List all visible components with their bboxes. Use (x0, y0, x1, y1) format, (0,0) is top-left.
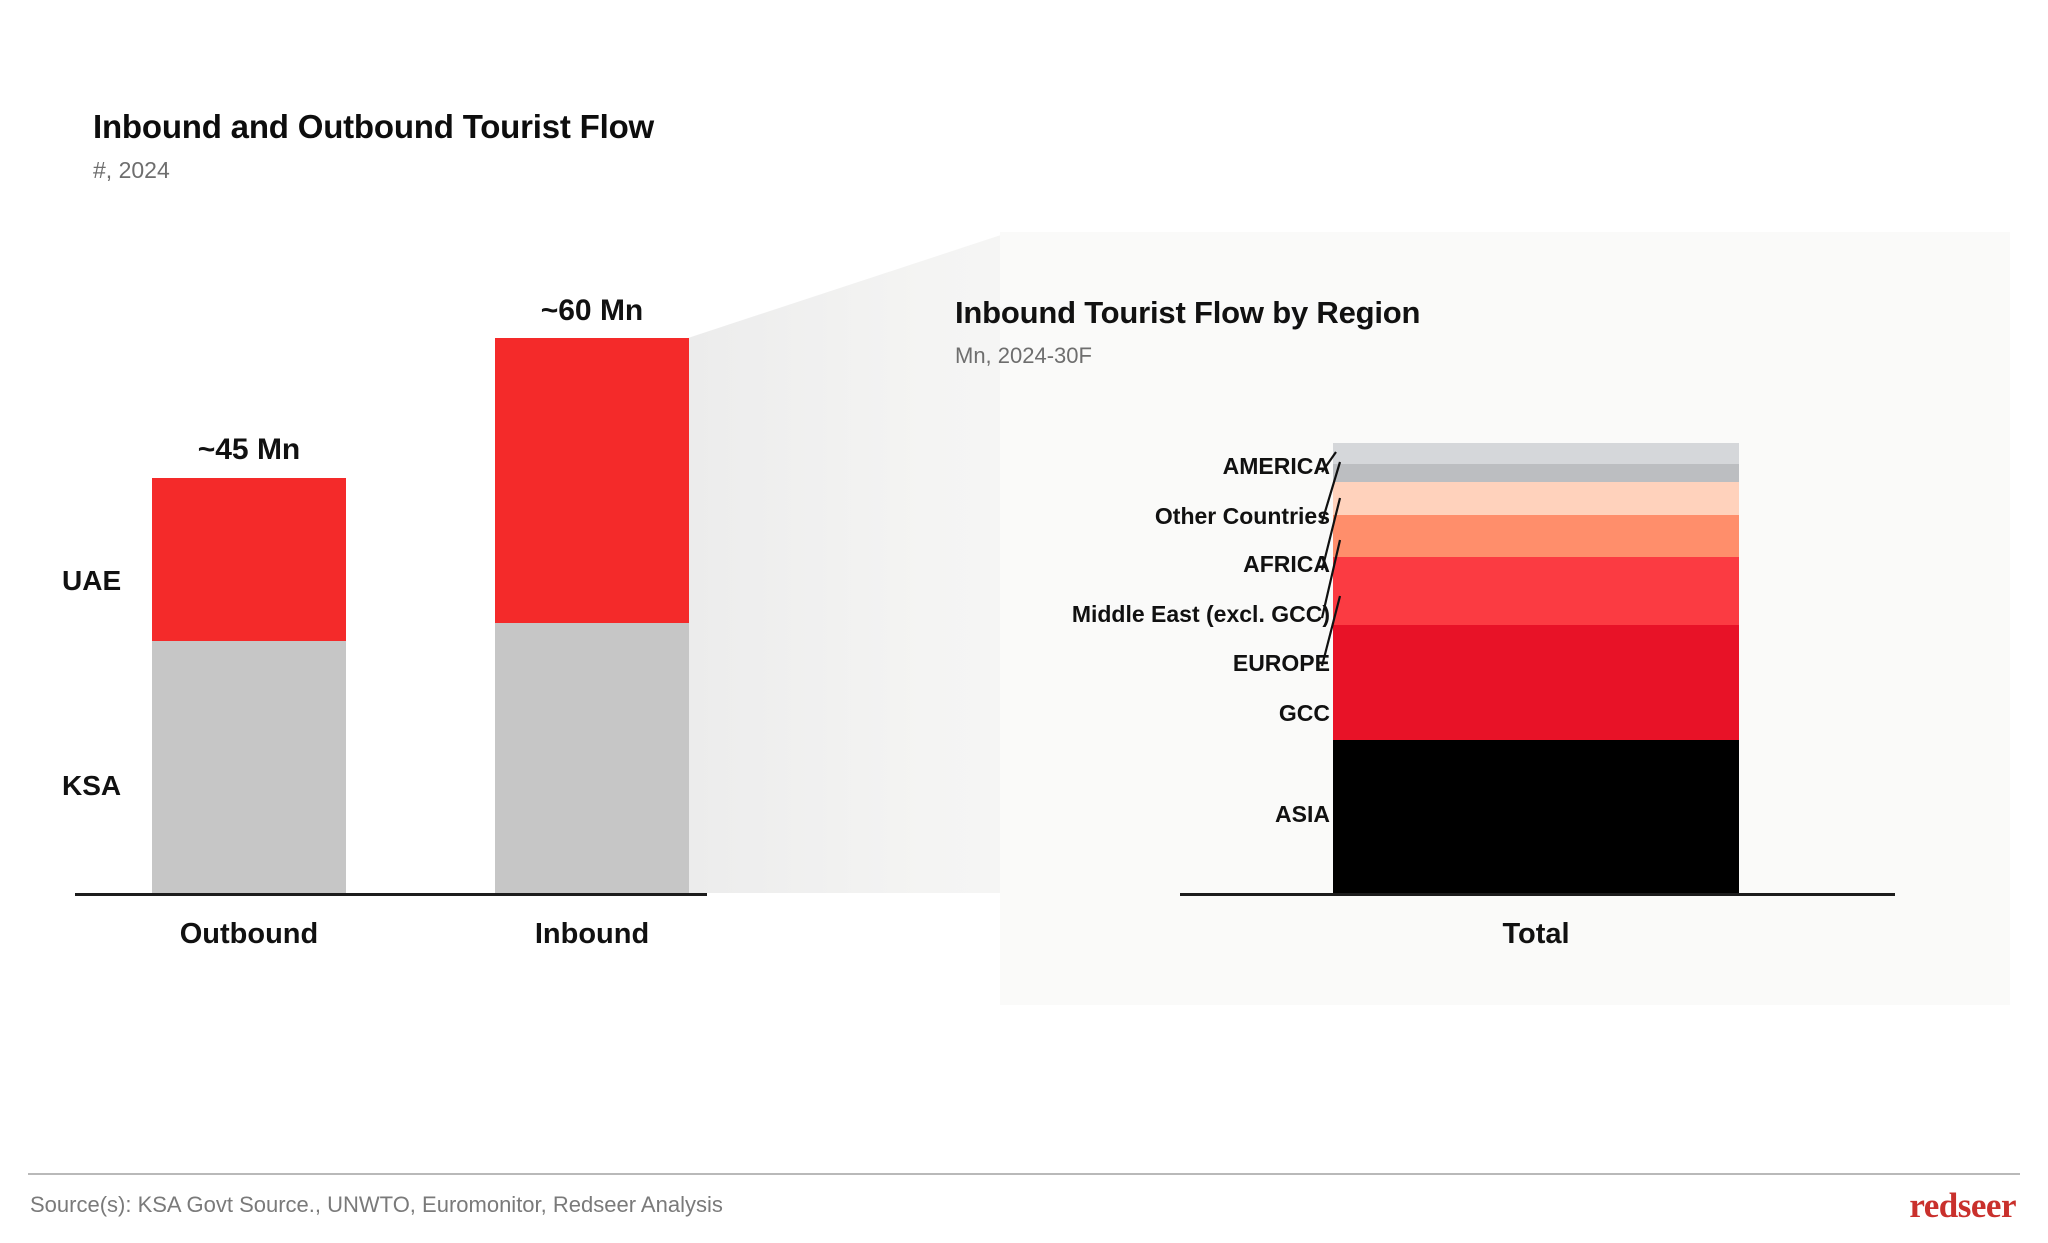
left-chart-axis (75, 893, 707, 896)
bar-segment-asia[interactable] (1333, 740, 1739, 893)
bar-segment-ksa-inbound[interactable] (495, 623, 689, 893)
bar-total-stacked[interactable] (1333, 443, 1739, 893)
footer-divider (28, 1173, 2020, 1175)
source-note: Source(s): KSA Govt Source., UNWTO, Euro… (30, 1192, 723, 1217)
bar-segment-uae-inbound[interactable] (495, 338, 689, 623)
category-label-total: Total (1502, 918, 1570, 950)
right-panel-title: Inbound Tourist Flow by Region (955, 295, 1421, 330)
series-label-uae: UAE (62, 565, 122, 596)
region-label-europe: EUROPE (1232, 650, 1330, 676)
redseer-logo: redseer (1909, 1186, 2016, 1225)
bar-segment-other-countries[interactable] (1333, 482, 1739, 515)
right-panel-subtitle: Mn, 2024-30F (955, 343, 1092, 368)
region-label-other-countries: Other Countries (1154, 503, 1330, 529)
bar-segment-uae-outbound[interactable] (152, 478, 346, 641)
bar-segment-america[interactable] (1333, 464, 1739, 482)
leader-lines (1320, 430, 1360, 690)
outbound-value-label: ~45 Mn (197, 433, 301, 466)
inbound-value-label: ~60 Mn (540, 294, 644, 327)
region-label-america: AMERICA (1222, 453, 1330, 479)
category-label-inbound: Inbound (534, 918, 650, 950)
page-subtitle: #, 2024 (93, 157, 170, 183)
region-label-asia: ASIA (1275, 801, 1330, 827)
region-label-gcc: GCC (1278, 700, 1330, 726)
bar-segment-europe[interactable] (1333, 625, 1739, 740)
series-label-ksa: KSA (62, 770, 122, 801)
bar-inbound[interactable] (495, 338, 689, 893)
region-label-africa: AFRICA (1243, 551, 1330, 577)
right-chart-axis (1180, 893, 1895, 896)
page-title: Inbound and Outbound Tourist Flow (93, 108, 654, 145)
bar-segment-america-light[interactable] (1333, 443, 1739, 464)
bar-segment-ksa-outbound[interactable] (152, 641, 346, 893)
bar-outbound[interactable] (152, 478, 346, 893)
bar-segment-middle-east[interactable] (1333, 557, 1739, 625)
region-label-middle-east: Middle East (excl. GCC) (1071, 601, 1330, 627)
bar-segment-africa[interactable] (1333, 515, 1739, 557)
category-label-outbound: Outbound (179, 918, 319, 950)
